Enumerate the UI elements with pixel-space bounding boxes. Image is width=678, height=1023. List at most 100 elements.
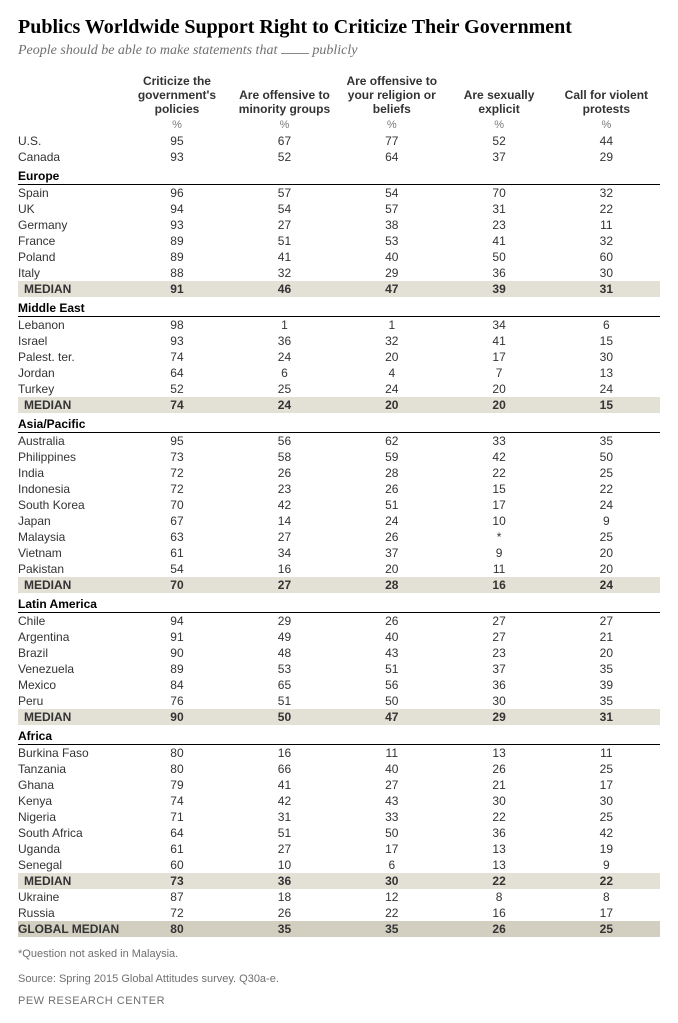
value-cell: 88 <box>123 265 231 281</box>
value-cell: 80 <box>123 745 231 762</box>
table-row: Jordan6464713 <box>18 365 660 381</box>
value-cell: 80 <box>123 921 231 937</box>
pct-4: % <box>553 118 660 133</box>
value-cell: 26 <box>231 465 338 481</box>
value-cell: 59 <box>338 449 445 465</box>
country-cell: Mexico <box>18 677 123 693</box>
value-cell: 63 <box>123 529 231 545</box>
value-cell: 13 <box>445 841 552 857</box>
footnote: *Question not asked in Malaysia. <box>18 947 660 962</box>
value-cell: 36 <box>445 677 552 693</box>
value-cell: 37 <box>445 661 552 677</box>
table-row: South Korea7042511724 <box>18 497 660 513</box>
value-cell: 93 <box>123 149 231 165</box>
pct-0: % <box>123 118 231 133</box>
value-cell: 20 <box>553 645 660 661</box>
value-cell: 80 <box>123 761 231 777</box>
value-cell: 62 <box>338 433 445 450</box>
value-cell: 24 <box>553 577 660 593</box>
table-row: Ghana7941272117 <box>18 777 660 793</box>
value-cell: 51 <box>231 825 338 841</box>
country-cell: Pakistan <box>18 561 123 577</box>
value-cell: 21 <box>445 777 552 793</box>
value-cell: 40 <box>338 249 445 265</box>
median-row: MEDIAN9050472931 <box>18 709 660 725</box>
country-cell: Lebanon <box>18 317 123 334</box>
value-cell: 22 <box>445 873 552 889</box>
value-cell: 27 <box>231 577 338 593</box>
value-cell: 72 <box>123 465 231 481</box>
value-cell: 66 <box>231 761 338 777</box>
value-cell: 31 <box>553 709 660 725</box>
value-cell: 70 <box>445 185 552 202</box>
value-cell: 32 <box>338 333 445 349</box>
value-cell: 11 <box>445 561 552 577</box>
pct-2: % <box>338 118 445 133</box>
value-cell: 50 <box>231 709 338 725</box>
table-row: Germany9327382311 <box>18 217 660 233</box>
value-cell: 70 <box>123 577 231 593</box>
col-head-4: Call for violent protests <box>553 73 660 118</box>
region-name: Asia/Pacific <box>18 413 123 433</box>
value-cell: 7 <box>445 365 552 381</box>
value-cell: 13 <box>553 365 660 381</box>
country-cell: Uganda <box>18 841 123 857</box>
value-cell: 71 <box>123 809 231 825</box>
value-cell: 42 <box>231 793 338 809</box>
value-cell: 32 <box>553 185 660 202</box>
value-cell: 56 <box>338 677 445 693</box>
value-cell: 53 <box>338 233 445 249</box>
value-cell: 96 <box>123 185 231 202</box>
value-cell: 51 <box>231 693 338 709</box>
value-cell: 49 <box>231 629 338 645</box>
value-cell: 15 <box>445 481 552 497</box>
table-row: Palest. ter.7424201730 <box>18 349 660 365</box>
value-cell: 26 <box>338 481 445 497</box>
country-cell: South Africa <box>18 825 123 841</box>
value-cell: 54 <box>338 185 445 202</box>
value-cell: 38 <box>338 217 445 233</box>
subtitle-prefix: People should be able to make statements… <box>18 43 281 58</box>
region-name: Middle East <box>18 297 123 317</box>
value-cell: 50 <box>338 693 445 709</box>
value-cell: 1 <box>338 317 445 334</box>
value-cell: 41 <box>445 233 552 249</box>
value-cell: 17 <box>553 777 660 793</box>
value-cell: 29 <box>553 149 660 165</box>
value-cell: 36 <box>445 265 552 281</box>
value-cell: 25 <box>553 465 660 481</box>
value-cell: 22 <box>338 905 445 921</box>
table-row: Kenya7442433030 <box>18 793 660 809</box>
col-head-3: Are sexually explicit <box>445 73 552 118</box>
table-row: Malaysia632726*25 <box>18 529 660 545</box>
country-cell: Canada <box>18 149 123 165</box>
country-cell: Argentina <box>18 629 123 645</box>
value-cell: 20 <box>553 561 660 577</box>
value-cell: 41 <box>231 777 338 793</box>
country-cell: Palest. ter. <box>18 349 123 365</box>
value-cell: 60 <box>123 857 231 873</box>
value-cell: 22 <box>553 481 660 497</box>
value-cell: 50 <box>553 449 660 465</box>
value-cell: 36 <box>445 825 552 841</box>
region-header-row: Latin America <box>18 593 660 613</box>
value-cell: 6 <box>338 857 445 873</box>
value-cell: 20 <box>445 381 552 397</box>
country-cell: Senegal <box>18 857 123 873</box>
value-cell: 27 <box>231 841 338 857</box>
table-row: Turkey5225242024 <box>18 381 660 397</box>
value-cell: 93 <box>123 333 231 349</box>
table-row: Burkina Faso8016111311 <box>18 745 660 762</box>
table-row: Australia9556623335 <box>18 433 660 450</box>
value-cell: 98 <box>123 317 231 334</box>
value-cell: 40 <box>338 761 445 777</box>
value-cell: 50 <box>445 249 552 265</box>
value-cell: 89 <box>123 233 231 249</box>
value-cell: 16 <box>231 745 338 762</box>
value-cell: 51 <box>338 661 445 677</box>
country-cell: Vietnam <box>18 545 123 561</box>
median-label: MEDIAN <box>18 397 123 413</box>
value-cell: 27 <box>445 629 552 645</box>
value-cell: 28 <box>338 465 445 481</box>
value-cell: 31 <box>553 281 660 297</box>
